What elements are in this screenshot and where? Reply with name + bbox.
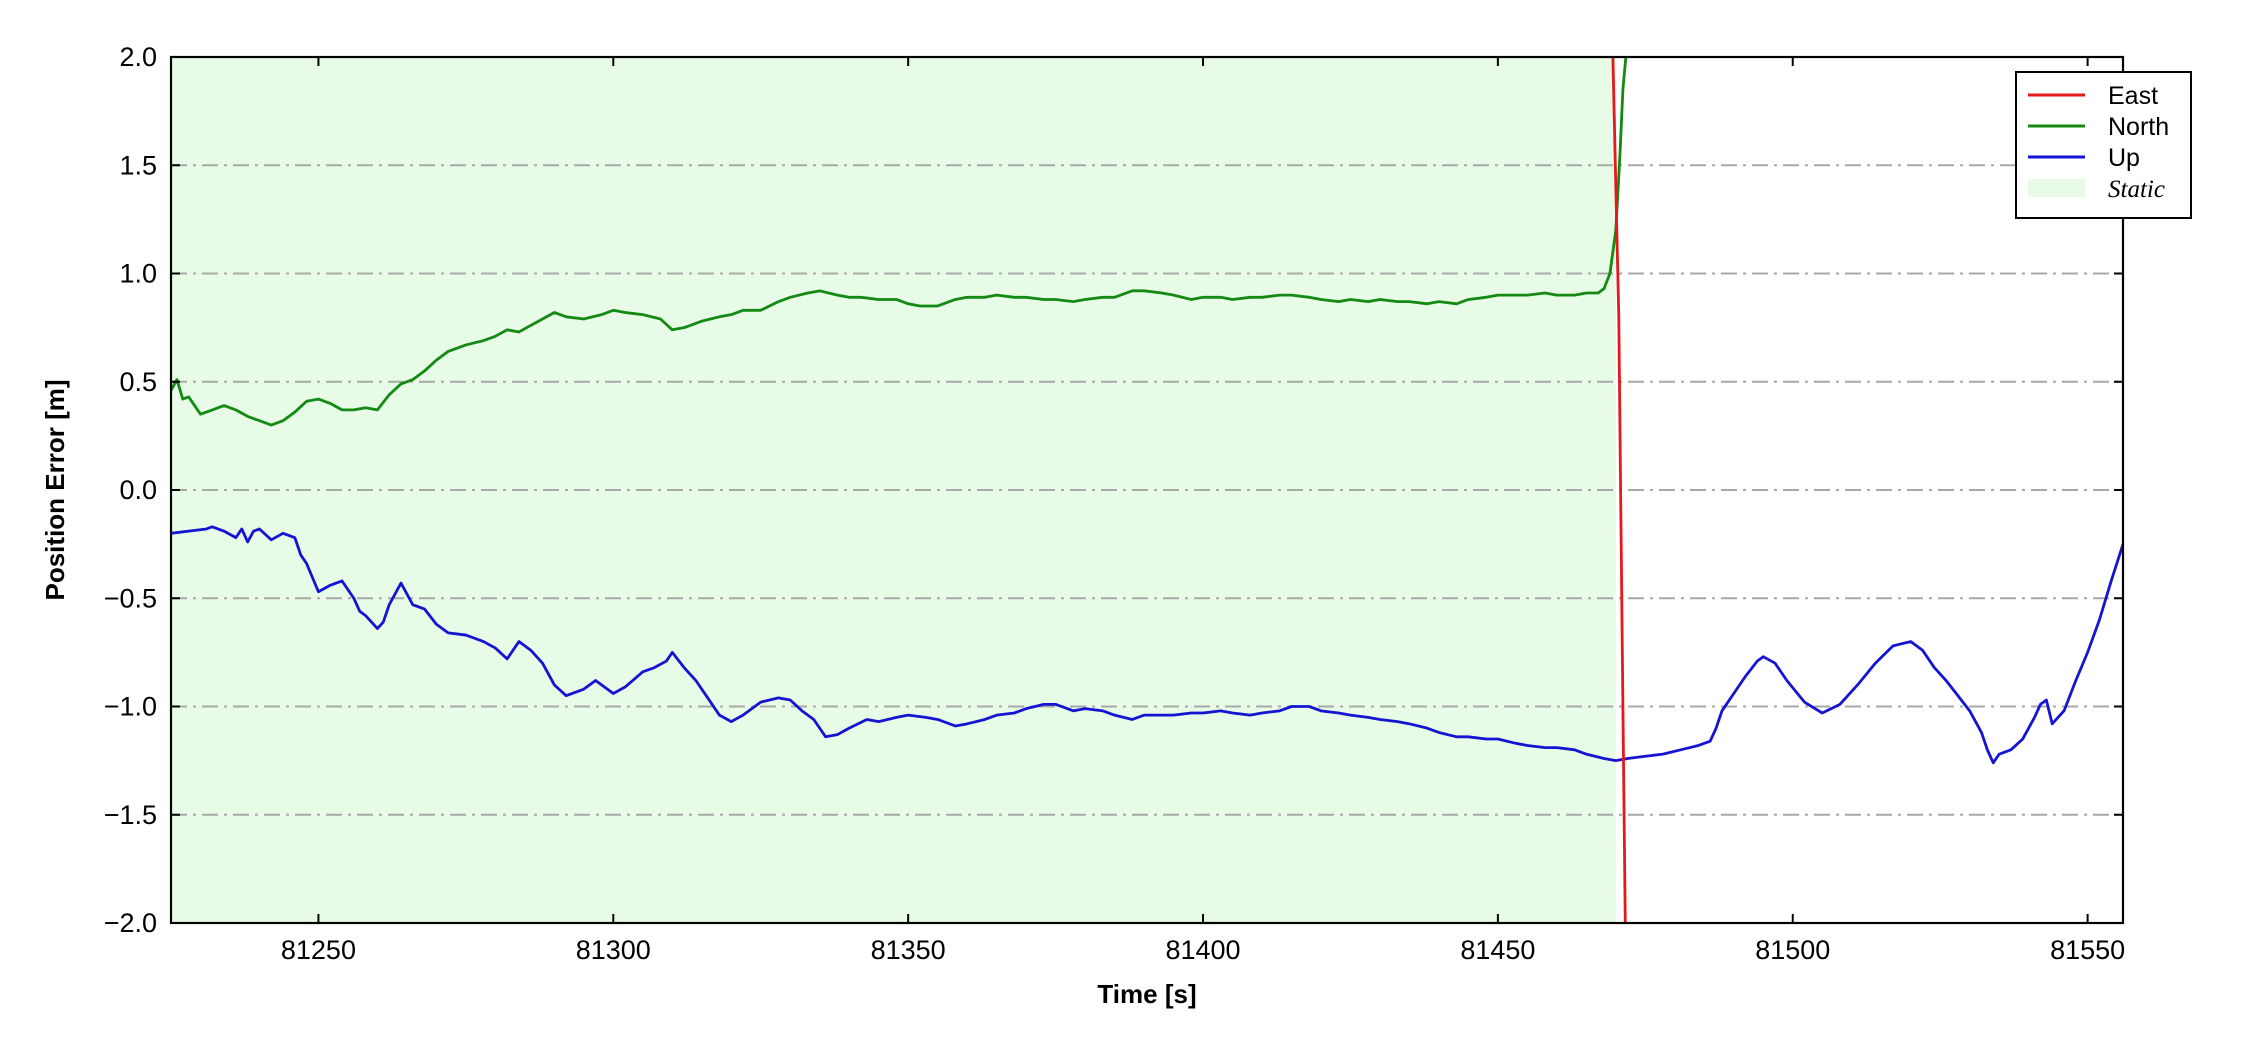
x-tick-label: 81300 <box>576 935 651 965</box>
series-line-east <box>1611 57 1627 923</box>
x-tick-label: 81350 <box>871 935 946 965</box>
x-tick-label: 81550 <box>2050 935 2125 965</box>
legend-label-east: East <box>2108 82 2158 110</box>
y-tick-label: 0.5 <box>119 367 157 397</box>
y-tick-label: 1.5 <box>119 150 157 180</box>
y-tick-label: 0.0 <box>119 475 157 505</box>
y-tick-label: −1.0 <box>104 692 157 722</box>
legend-swatch-static <box>2028 179 2085 197</box>
series-line-north <box>171 57 1628 427</box>
x-tick-label: 81500 <box>1755 935 1830 965</box>
legend-label-north: North <box>2108 113 2169 141</box>
y-tick-label: −1.5 <box>104 800 157 830</box>
x-axis-ticks: 81250 81300 81350 81400 81450 81500 81550 <box>281 57 2125 965</box>
x-tick-label: 81450 <box>1460 935 1535 965</box>
x-tick-label: 81400 <box>1165 935 1240 965</box>
y-axis-ticks: 2.0 1.5 1.0 0.5 0.0 −0.5 −1.0 −1.5 −2.0 <box>104 42 2123 938</box>
legend-label-up: Up <box>2108 144 2140 172</box>
y-axis-title: Position Error [m] <box>40 379 70 600</box>
x-tick-label: 81250 <box>281 935 356 965</box>
y-tick-label: 2.0 <box>119 42 157 72</box>
y-tick-label: 1.0 <box>119 259 157 289</box>
legend-label-static: Static <box>2108 176 2165 203</box>
y-tick-label: −2.0 <box>104 908 157 938</box>
legend: East North Up Static <box>2015 71 2192 219</box>
grid-lines <box>171 164 2123 816</box>
y-tick-label: −0.5 <box>104 583 157 613</box>
series-layer <box>171 57 2123 923</box>
series-line-up <box>171 525 2123 765</box>
x-axis-title: Time [s] <box>1097 979 1196 1009</box>
